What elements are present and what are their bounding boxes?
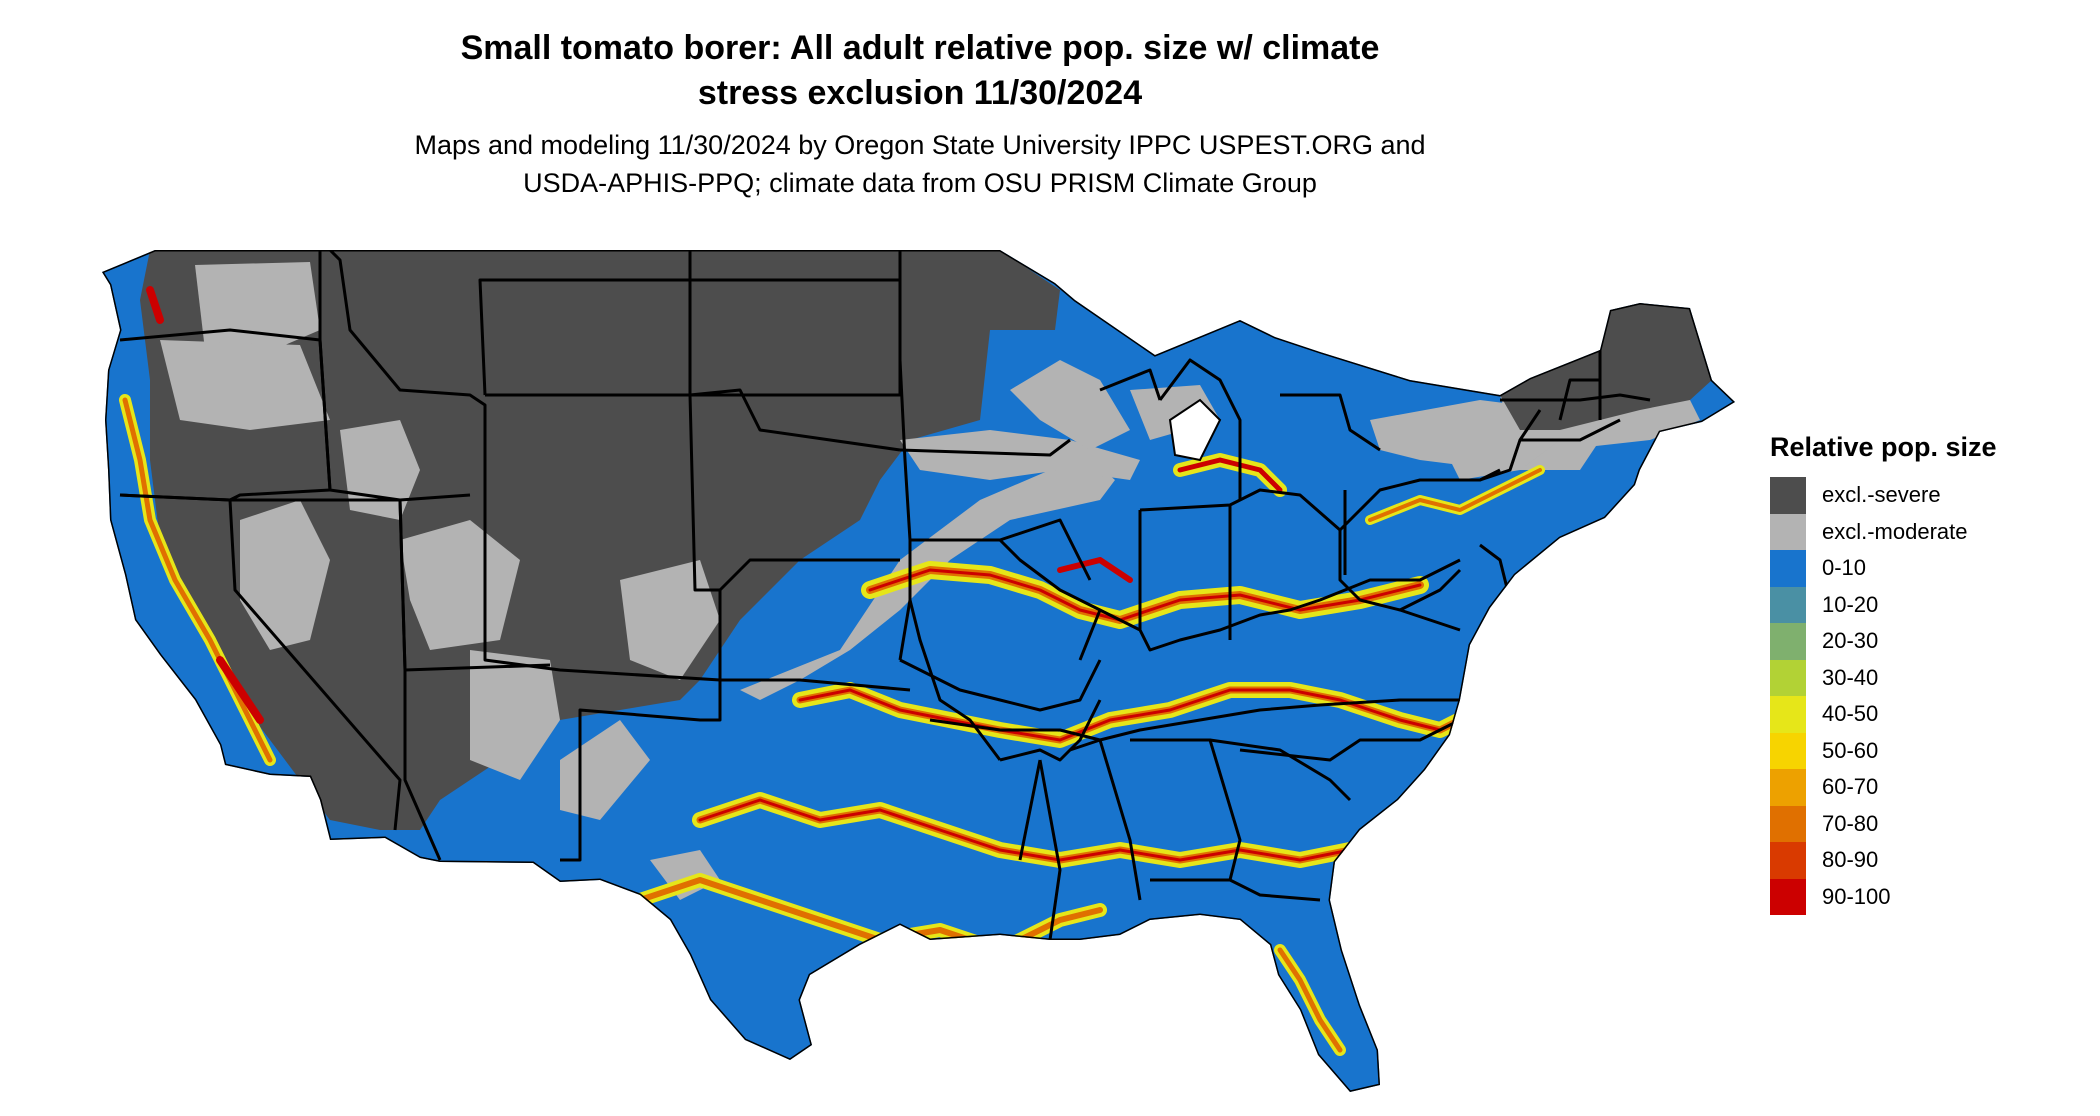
legend-item: 60-70 <box>1770 769 2080 806</box>
legend-label: 90-100 <box>1822 883 1891 909</box>
legend-item: 50-60 <box>1770 732 2080 769</box>
legend-item: 0-10 <box>1770 550 2080 587</box>
map-legend: Relative pop. size excl.-severe excl.-mod… <box>1770 432 2080 915</box>
map-title: Small tomato borer: All adult relative p… <box>340 26 1500 116</box>
subtitle-line-2: USDA-APHIS-PPQ; climate data from OSU PR… <box>523 168 1317 198</box>
legend-swatch <box>1770 805 1806 842</box>
legend-item: 90-100 <box>1770 878 2080 915</box>
legend-label: excl.-moderate <box>1822 518 1968 544</box>
legend-label: 10-20 <box>1822 591 1879 617</box>
legend-item: 40-50 <box>1770 696 2080 733</box>
legend-item: 30-40 <box>1770 659 2080 696</box>
subtitle-line-1: Maps and modeling 11/30/2024 by Oregon S… <box>414 130 1426 160</box>
legend-swatch <box>1770 586 1806 623</box>
legend-item: 10-20 <box>1770 586 2080 623</box>
legend-swatch <box>1770 769 1806 806</box>
legend-item: 20-30 <box>1770 623 2080 660</box>
legend-swatch <box>1770 732 1806 769</box>
legend-items: excl.-severe excl.-moderate 0-10 10-20 20-30… <box>1770 477 2080 915</box>
legend-label: 20-30 <box>1822 628 1879 654</box>
legend-label: 70-80 <box>1822 810 1879 836</box>
legend-label: 60-70 <box>1822 774 1879 800</box>
legend-swatch <box>1770 550 1806 587</box>
legend-swatch <box>1770 842 1806 879</box>
legend-item: 70-80 <box>1770 805 2080 842</box>
legend-swatch <box>1770 623 1806 660</box>
legend-swatch <box>1770 513 1806 550</box>
legend-label: 40-50 <box>1822 701 1879 727</box>
legend-item: 80-90 <box>1770 842 2080 879</box>
legend-swatch <box>1770 878 1806 915</box>
legend-item: excl.-severe <box>1770 477 2080 514</box>
map-subtitle: Maps and modeling 11/30/2024 by Oregon S… <box>300 126 1540 202</box>
legend-item: excl.-moderate <box>1770 513 2080 550</box>
title-line-1: Small tomato borer: All adult relative p… <box>460 29 1380 67</box>
legend-label: excl.-severe <box>1822 482 1941 508</box>
legend-title: Relative pop. size <box>1770 432 1997 462</box>
title-line-2: stress exclusion 11/30/2024 <box>697 74 1143 112</box>
us-map <box>102 250 1735 1092</box>
legend-swatch <box>1770 659 1806 696</box>
legend-label: 80-90 <box>1822 847 1879 873</box>
legend-swatch <box>1770 696 1806 733</box>
legend-label: 50-60 <box>1822 737 1879 763</box>
legend-label: 30-40 <box>1822 664 1879 690</box>
legend-swatch <box>1770 477 1806 514</box>
legend-label: 0-10 <box>1822 555 1867 581</box>
